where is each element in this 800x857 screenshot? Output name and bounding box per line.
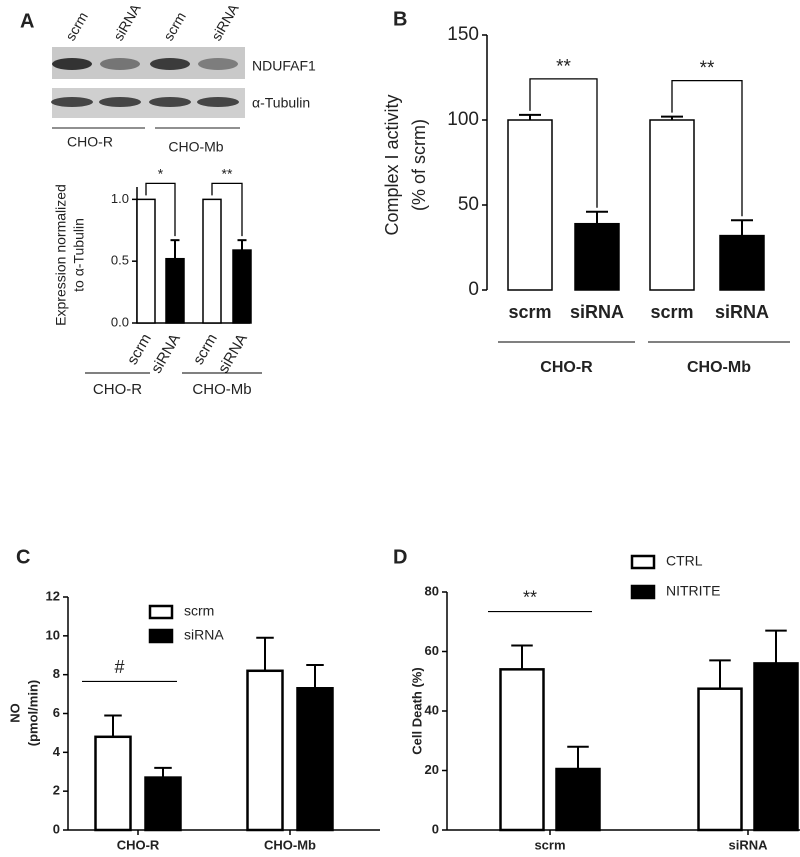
legend-label: siRNA — [184, 627, 224, 643]
significance-bracket — [529, 78, 598, 208]
y-tick-label: 60 — [425, 643, 439, 658]
y-axis-label: Complex I activity — [382, 94, 402, 235]
significance-label: # — [114, 657, 124, 677]
panel-label: A — [20, 10, 34, 32]
significance-label: * — [158, 166, 164, 182]
x-tick-label: siRNA — [570, 302, 624, 322]
bar — [296, 687, 334, 832]
bar — [144, 776, 182, 832]
bar — [136, 198, 156, 324]
legend-label: NITRITE — [666, 583, 720, 599]
significance-label: ** — [222, 166, 233, 182]
lane-label: siRNA — [110, 0, 144, 43]
x-tick-label: siRNA — [215, 331, 251, 376]
y-tick-label: 0 — [53, 821, 60, 836]
group-label: CHO-R — [67, 134, 113, 150]
bar — [649, 119, 695, 291]
blot-band — [52, 58, 92, 70]
legend-label: CTRL — [666, 553, 703, 569]
y-tick-label: 8 — [53, 666, 60, 681]
y-tick-label: 2 — [53, 783, 60, 798]
y-tick-label: 150 — [447, 24, 479, 45]
legend-swatch — [630, 584, 656, 600]
y-axis-label: NO — [7, 703, 22, 723]
y-tick-label: 10 — [46, 627, 60, 642]
blot-band — [51, 97, 93, 107]
band-label: NDUFAF1 — [252, 58, 316, 74]
y-tick-label: 80 — [425, 583, 439, 598]
y-axis-label: Cell Death (%) — [409, 667, 424, 754]
group-label: CHO-Mb — [192, 381, 251, 398]
significance-bracket — [145, 182, 176, 237]
y-tick-label: 40 — [425, 702, 439, 717]
group-label: CHO-Mb — [687, 359, 751, 376]
y-tick-label: 1.0 — [111, 191, 129, 206]
blot-band — [99, 97, 141, 107]
x-tick-label: siRNA — [148, 331, 184, 376]
lane-label: scrm — [62, 9, 91, 43]
significance-bracket — [671, 79, 743, 217]
lane-label: scrm — [160, 9, 189, 43]
legend-swatch — [148, 604, 174, 620]
bar — [555, 767, 601, 832]
x-tick-label: scrm — [534, 837, 565, 852]
group-label: CHO-R — [540, 359, 593, 376]
panel-label: C — [16, 546, 30, 568]
blot-band — [149, 97, 191, 107]
blot-band — [198, 58, 238, 70]
blot-band — [150, 58, 190, 70]
x-tick-label: scrm — [650, 302, 693, 322]
legend-swatch — [148, 628, 174, 644]
y-tick-label: 4 — [53, 744, 61, 759]
blot-band — [197, 97, 239, 107]
bar — [246, 669, 284, 832]
y-tick-label: 0 — [468, 279, 479, 300]
blot-band — [100, 58, 140, 70]
significance-label: ** — [556, 57, 571, 78]
x-tick-label: siRNA — [715, 302, 769, 322]
significance-bracket — [211, 182, 243, 237]
y-tick-label: 6 — [53, 705, 60, 720]
y-tick-label: 100 — [447, 109, 479, 130]
bar — [507, 119, 553, 291]
y-axis-label: Expression normalized — [53, 184, 69, 326]
x-tick-label: CHO-Mb — [264, 837, 316, 852]
bar — [94, 735, 132, 832]
bar — [499, 668, 545, 832]
legend-label: scrm — [184, 603, 214, 619]
significance-label: ** — [523, 587, 537, 607]
y-axis-label: (% of scrm) — [409, 119, 429, 211]
bar — [719, 234, 765, 291]
x-tick-label: siRNA — [728, 837, 768, 852]
y-tick-label: 0 — [432, 821, 439, 836]
bar — [697, 687, 743, 832]
group-label: CHO-R — [93, 381, 142, 398]
y-tick-label: 50 — [458, 194, 479, 215]
y-tick-label: 20 — [425, 762, 439, 777]
x-tick-label: scrm — [190, 331, 221, 368]
x-tick-label: CHO-R — [117, 837, 160, 852]
legend-swatch — [630, 554, 656, 570]
band-label: α-Tubulin — [252, 95, 310, 111]
group-label: CHO-Mb — [168, 139, 223, 155]
bar — [574, 222, 620, 291]
bar — [165, 257, 185, 324]
panel-label: B — [393, 8, 407, 30]
y-tick-label: 0.0 — [111, 314, 129, 329]
y-axis-label: to α-Tubulin — [71, 218, 87, 292]
bar — [753, 662, 799, 832]
y-axis-label: (pmol/min) — [25, 680, 40, 746]
bar — [202, 198, 222, 324]
y-tick-label: 12 — [46, 588, 60, 603]
x-tick-label: scrm — [508, 302, 551, 322]
panel-label: D — [393, 546, 407, 568]
bar — [232, 249, 252, 324]
significance-label: ** — [700, 58, 715, 79]
lane-label: siRNA — [208, 0, 242, 43]
y-tick-label: 0.5 — [111, 253, 129, 268]
